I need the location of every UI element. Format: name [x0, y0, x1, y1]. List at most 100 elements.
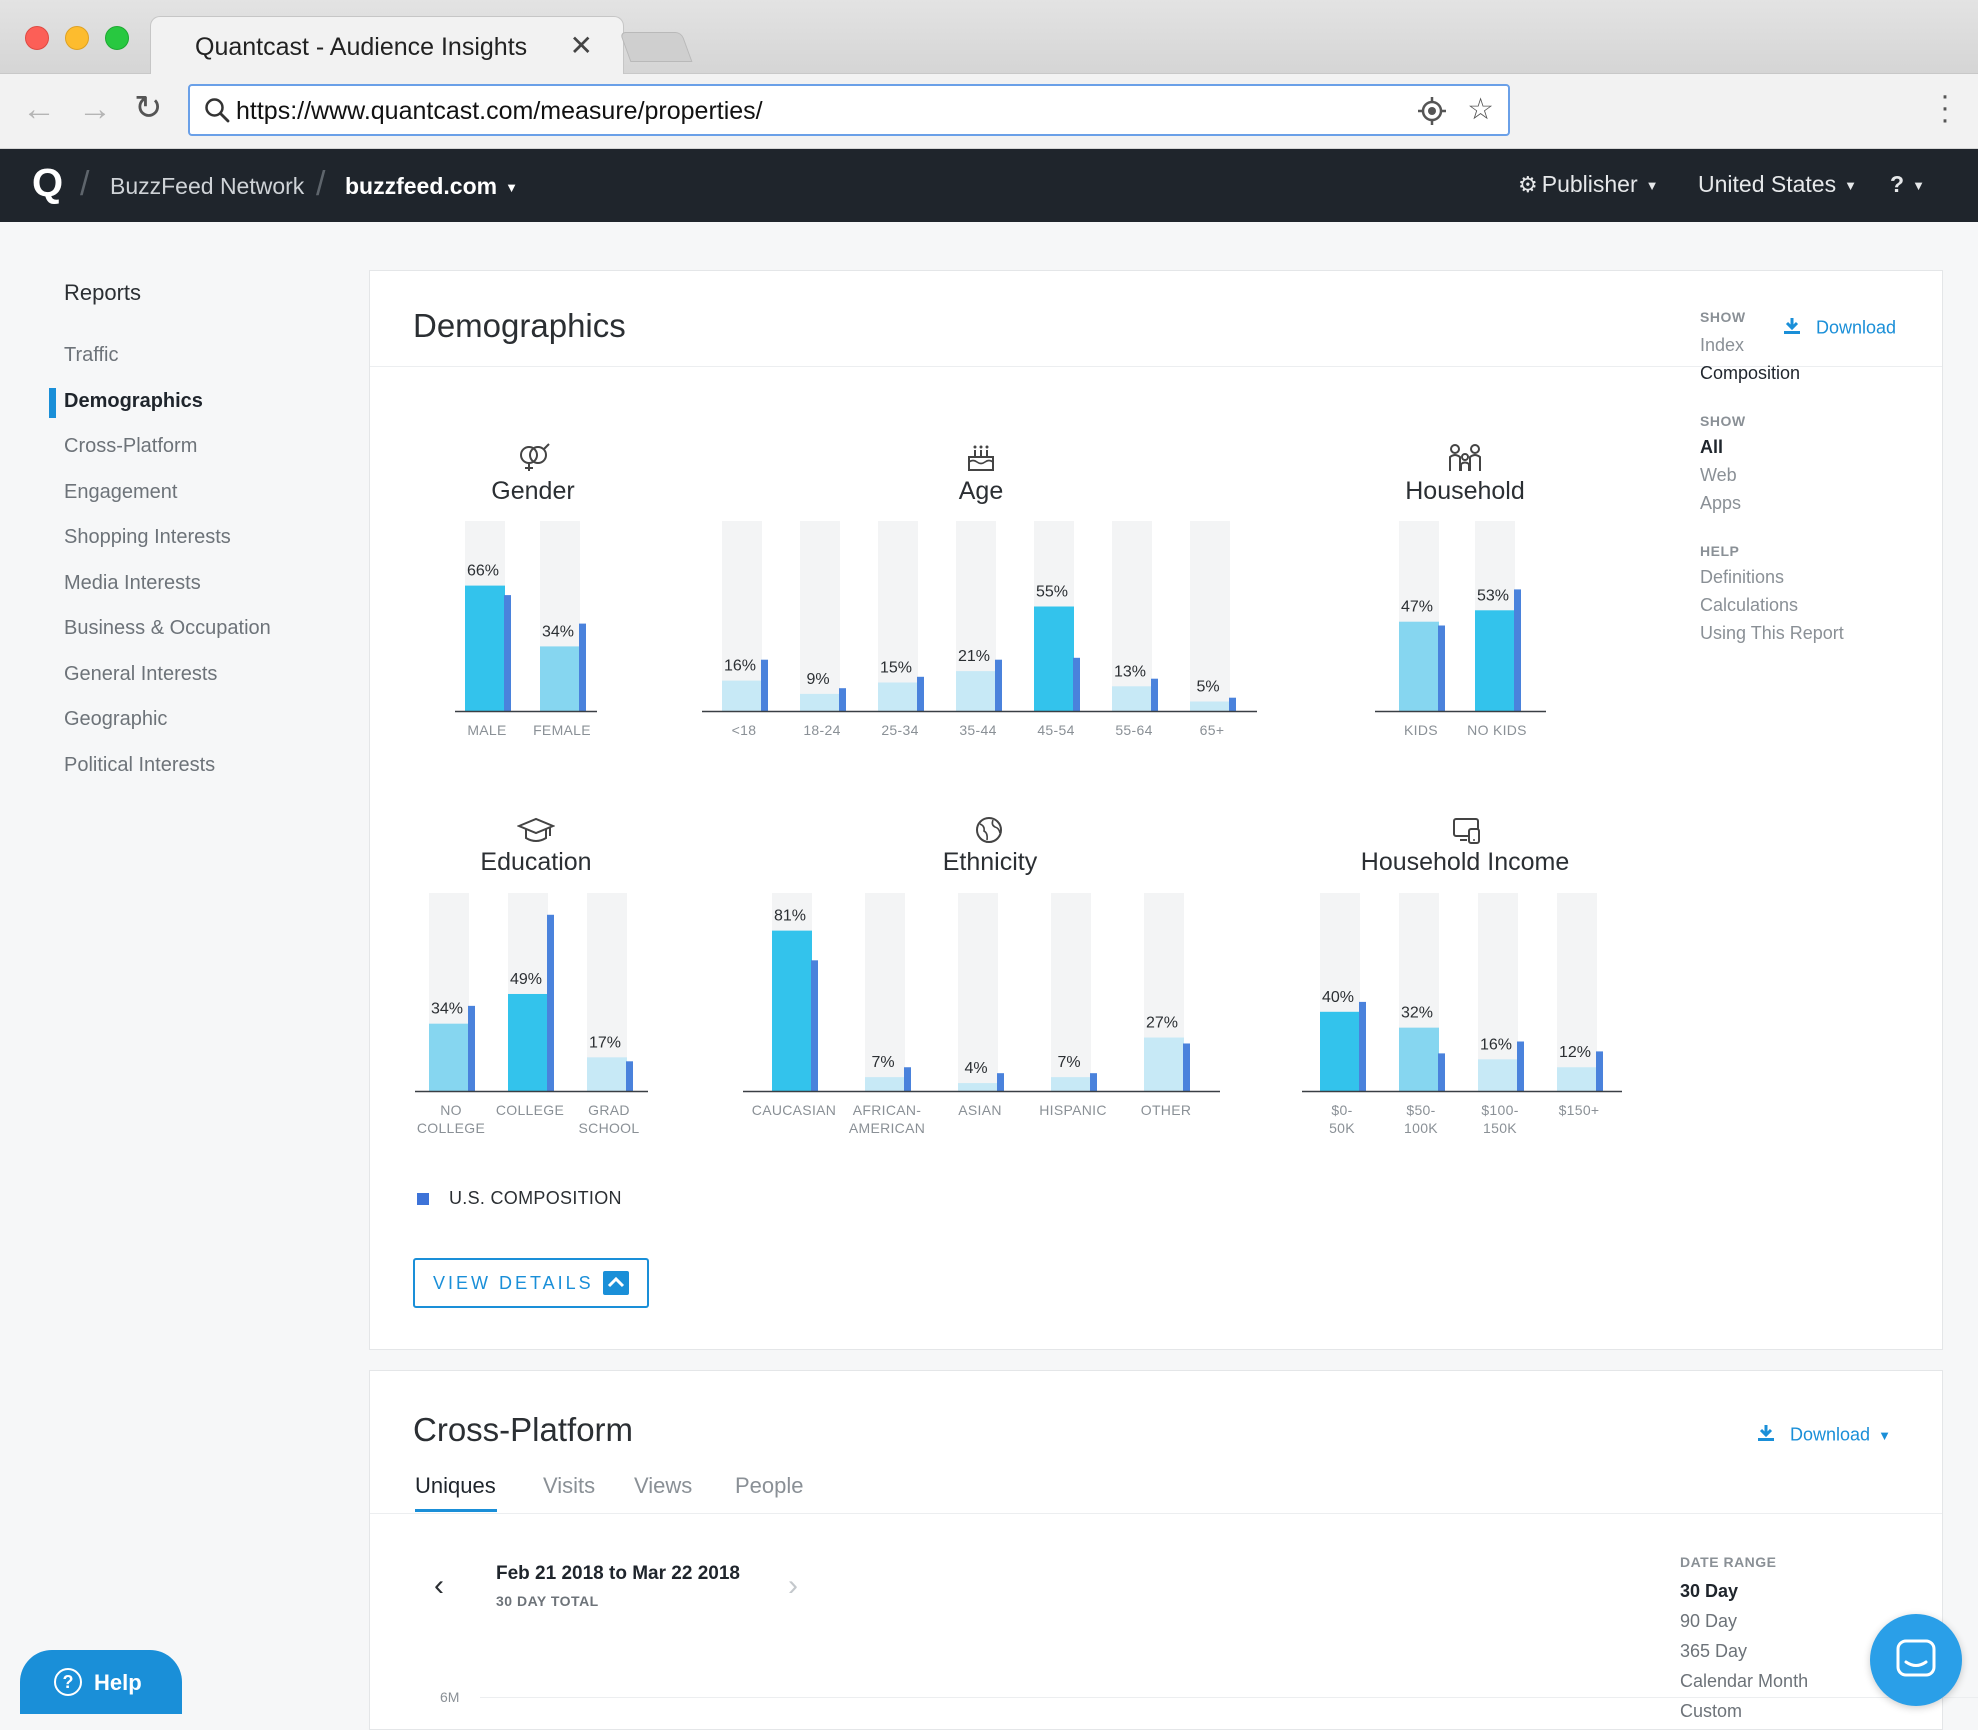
us-composition-bar-no-kids[interactable]	[1514, 589, 1521, 711]
us-composition-bar-55-64[interactable]	[1151, 678, 1158, 711]
sidebar-item-business-occupation[interactable]: Business & Occupation	[64, 617, 271, 639]
help-using-report-link[interactable]: Using This Report	[1700, 623, 1844, 643]
option-apps[interactable]: Apps	[1700, 493, 1742, 513]
sidebar-item-traffic[interactable]: Traffic	[64, 344, 119, 366]
previous-period-chevron-icon[interactable]: ‹	[434, 1569, 444, 1602]
help-calculations-link[interactable]: Calculations	[1700, 595, 1799, 615]
option-composition[interactable]: Composition	[1700, 363, 1801, 383]
us-composition-bar-18-24[interactable]	[839, 688, 846, 711]
date-range-365-day[interactable]: 365 Day	[1680, 1641, 1748, 1661]
sidebar-item-general-interests[interactable]: General Interests	[64, 663, 218, 685]
next-period-chevron-icon[interactable]: ›	[788, 1569, 798, 1602]
date-range-90-day[interactable]: 90 Day	[1680, 1611, 1738, 1631]
bar-25-34[interactable]	[878, 682, 918, 712]
us-composition-bar-25-34[interactable]	[917, 676, 924, 711]
view-details-button[interactable]: VIEW DETAILS	[413, 1258, 649, 1308]
bookmark-star-icon[interactable]: ☆	[1467, 93, 1494, 126]
help-definitions-link[interactable]: Definitions	[1700, 567, 1785, 587]
us-composition-bar-african-american[interactable]	[904, 1067, 911, 1091]
quantcast-logo[interactable]: Q	[32, 161, 64, 205]
tab-visits[interactable]: Visits	[543, 1473, 596, 1498]
demographics-download-button[interactable]: Download	[1782, 316, 1896, 341]
bar-45-54[interactable]	[1034, 606, 1074, 712]
bar-no-college[interactable]	[429, 1023, 469, 1091]
us-composition-bar-65[interactable]	[1229, 697, 1236, 711]
chat-launcher-button[interactable]	[1870, 1614, 1962, 1706]
option-all[interactable]: All	[1700, 437, 1724, 457]
tab-people[interactable]: People	[735, 1473, 804, 1498]
forward-arrow-icon[interactable]: →	[78, 90, 112, 128]
sidebar-item-geographic[interactable]: Geographic	[64, 708, 168, 730]
reload-icon[interactable]: ↻	[134, 89, 163, 127]
date-range-custom[interactable]: Custom	[1680, 1701, 1743, 1721]
us-composition-bar-other[interactable]	[1183, 1043, 1190, 1091]
us-composition-bar-asian[interactable]	[997, 1073, 1004, 1091]
bar-hispanic[interactable]	[1051, 1077, 1091, 1091]
tab-views[interactable]: Views	[634, 1473, 693, 1498]
back-arrow-icon[interactable]: ←	[22, 90, 56, 128]
location-target-icon[interactable]	[1418, 97, 1446, 130]
close-tab-icon[interactable]: ✕	[569, 30, 593, 61]
close-window-button[interactable]	[25, 26, 49, 50]
us-composition-bar-35-44[interactable]	[995, 659, 1002, 711]
sidebar-item-engagement[interactable]: Engagement	[64, 481, 178, 503]
sidebar-item-shopping-interests[interactable]: Shopping Interests	[64, 526, 231, 548]
tab-uniques[interactable]: Uniques	[415, 1473, 496, 1498]
bar-kids[interactable]	[1399, 621, 1439, 711]
bar-grad-school[interactable]	[587, 1057, 627, 1091]
us-composition-bar-college[interactable]	[547, 914, 554, 1091]
help-widget-button[interactable]: ? Help	[20, 1650, 182, 1714]
sidebar-item-political-interests[interactable]: Political Interests	[64, 754, 216, 776]
us-composition-bar-kids[interactable]	[1438, 625, 1445, 712]
breadcrumb-network[interactable]: BuzzFeed Network	[110, 173, 305, 199]
us-composition-bar-female[interactable]	[579, 623, 586, 711]
bar-college[interactable]	[508, 993, 548, 1091]
breadcrumb-site-dropdown[interactable]: buzzfeed.com ▼	[345, 173, 518, 200]
sidebar-item-cross-platform[interactable]: Cross-Platform	[64, 435, 198, 457]
cross-platform-download-button[interactable]: Download ▼	[1756, 1423, 1891, 1448]
us-composition-bar-50-100k[interactable]	[1438, 1053, 1445, 1091]
bar-18-24[interactable]	[800, 693, 840, 711]
bar-caucasian[interactable]	[772, 930, 812, 1091]
us-composition-bar-45-54[interactable]	[1073, 657, 1080, 711]
browser-tab-active[interactable]: Quantcast - Audience Insights ✕	[150, 16, 624, 74]
us-composition-bar-male[interactable]	[504, 595, 511, 711]
publisher-menu[interactable]: ⚙ Publisher ▼	[1518, 171, 1659, 198]
option-index[interactable]: Index	[1700, 335, 1745, 355]
option-web[interactable]: Web	[1700, 465, 1737, 485]
sidebar-item-demographics[interactable]: Demographics	[64, 390, 203, 412]
us-composition-bar-no-college[interactable]	[468, 1005, 475, 1091]
bar-18[interactable]	[722, 680, 762, 711]
date-range-30-day[interactable]: 30 Day	[1680, 1581, 1739, 1601]
us-composition-bar-150[interactable]	[1596, 1051, 1603, 1091]
sidebar-item-media-interests[interactable]: Media Interests	[64, 572, 201, 594]
us-composition-bar-0-50k[interactable]	[1359, 1001, 1366, 1091]
bar-asian[interactable]	[958, 1083, 998, 1091]
browser-menu-icon[interactable]: · · ·	[1940, 79, 1950, 136]
bar-0-50k[interactable]	[1320, 1011, 1360, 1091]
us-composition-bar-hispanic[interactable]	[1090, 1073, 1097, 1091]
bar-female[interactable]	[540, 646, 580, 711]
bar-50-100k[interactable]	[1399, 1027, 1439, 1091]
bar-55-64[interactable]	[1112, 686, 1152, 711]
date-range-calendar-month[interactable]: Calendar Month	[1680, 1671, 1809, 1691]
minimize-window-button[interactable]	[65, 26, 89, 50]
help-menu[interactable]: ? ▼	[1890, 171, 1925, 198]
bar-no-kids[interactable]	[1475, 610, 1515, 711]
bar-100-150k[interactable]	[1478, 1059, 1518, 1091]
bar-other[interactable]	[1144, 1037, 1184, 1091]
bar-male[interactable]	[465, 585, 505, 711]
address-bar[interactable]: https://www.quantcast.com/measure/proper…	[188, 84, 1510, 136]
bar-35-44[interactable]	[956, 671, 996, 711]
bar-65[interactable]	[1190, 701, 1230, 712]
url-text[interactable]: https://www.quantcast.com/measure/proper…	[236, 97, 763, 125]
bar-150[interactable]	[1557, 1067, 1597, 1091]
new-tab-button[interactable]	[619, 32, 693, 62]
bar-african-american[interactable]	[865, 1077, 905, 1091]
us-composition-bar-18[interactable]	[761, 659, 768, 711]
maximize-window-button[interactable]	[105, 26, 129, 50]
country-menu[interactable]: United States ▼	[1698, 171, 1857, 198]
us-composition-bar-caucasian[interactable]	[811, 960, 818, 1091]
us-composition-bar-100-150k[interactable]	[1517, 1041, 1524, 1092]
us-composition-bar-grad-school[interactable]	[626, 1061, 633, 1091]
